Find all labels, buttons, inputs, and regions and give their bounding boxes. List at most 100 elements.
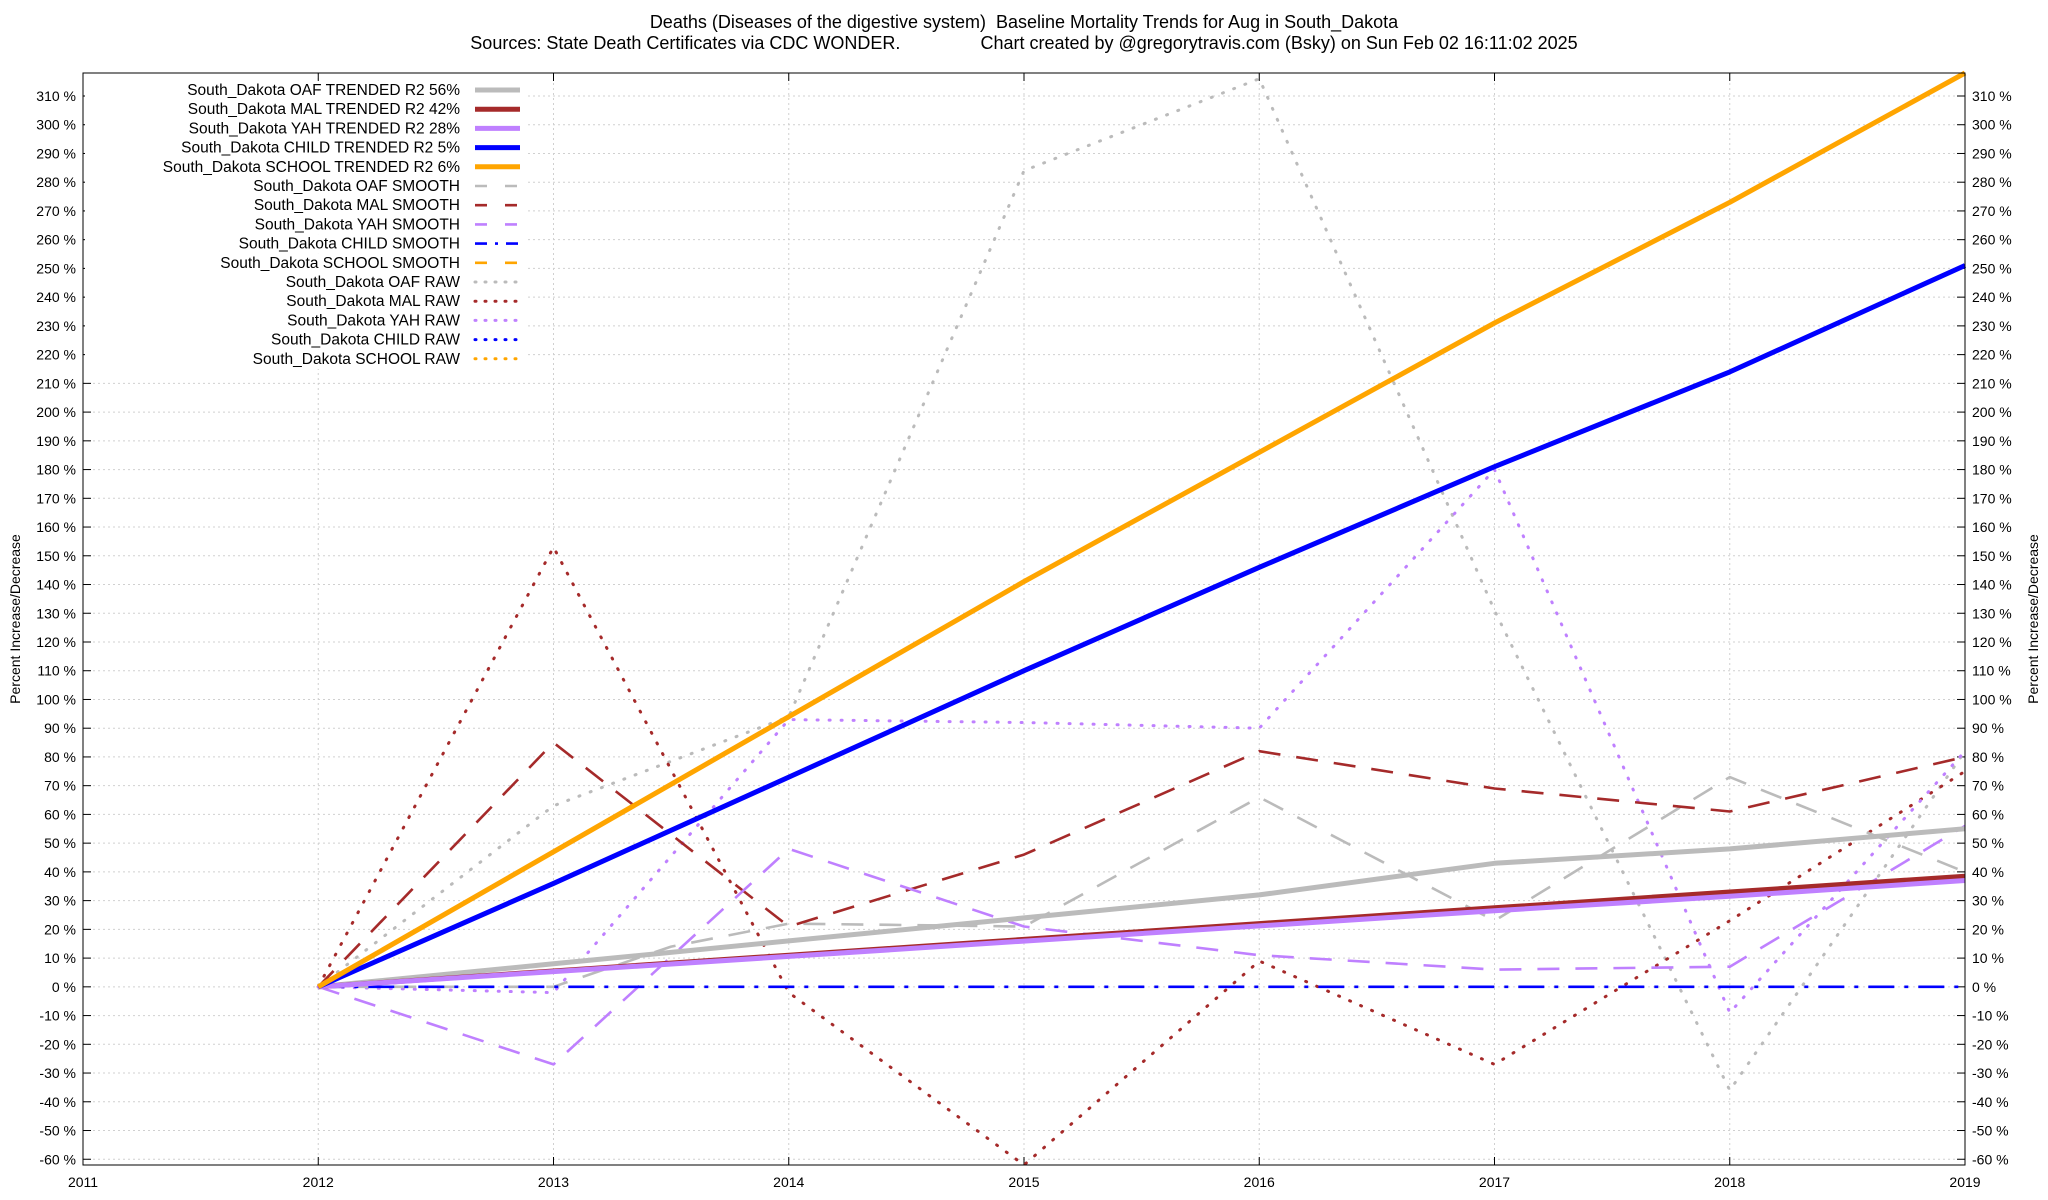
legend-label: South_Dakota OAF TRENDED R2 56% [187,82,460,99]
y2-tick-label: -40 % [1972,1094,2009,1110]
legend-label: South_Dakota SCHOOL RAW [253,351,461,368]
y-tick-label: 170 % [36,490,76,506]
legend-background [85,253,525,273]
x-tick-label: 2013 [538,1174,569,1190]
legend-background [85,330,525,350]
x-tick-label: 2019 [1949,1174,1980,1190]
legend-background [85,81,525,101]
y2-tick-label: 300 % [1972,117,2012,133]
y-tick-label: -40 % [39,1094,76,1110]
legend-label: South_Dakota YAH TRENDED R2 28% [189,120,461,137]
x-tick-label: 2018 [1714,1174,1745,1190]
legend-label: South_Dakota YAH SMOOTH [255,216,460,233]
legend-background [85,215,525,235]
legend-background [85,177,525,197]
legend-label: South_Dakota OAF RAW [286,274,461,291]
y2-tick-label: 80 % [1972,749,2004,765]
y2-tick-label: 270 % [1972,203,2012,219]
legend-label: South_Dakota OAF SMOOTH [253,178,460,195]
y-tick-label: 40 % [44,864,76,880]
y2-tick-label: -30 % [1972,1065,2009,1081]
series-oaf-smooth-line [318,775,1966,989]
y-tick-label: -10 % [39,1008,76,1024]
y2-tick-label: -10 % [1972,1008,2009,1024]
y-tick-label: 150 % [36,548,76,564]
y2-axis-label: Percent Increase/Decrease [2025,534,2041,704]
y2-tick-label: 100 % [1972,691,2012,707]
y2-tick-label: 210 % [1972,375,2012,391]
legend-background [85,349,525,369]
y2-tick-label: 0 % [1972,979,1996,995]
y2-tick-label: 50 % [1972,835,2004,851]
y2-tick-label: 140 % [1972,577,2012,593]
legend-background [85,119,525,139]
legend-label: South_Dakota SCHOOL SMOOTH [220,255,460,272]
y-tick-label: 180 % [36,462,76,478]
x-tick-label: 2012 [303,1174,334,1190]
y-tick-label: 260 % [36,232,76,248]
y-tick-label: 240 % [36,289,76,305]
y2-tick-label: 120 % [1972,634,2012,650]
y-tick-label: 230 % [36,318,76,334]
y2-tick-label: 10 % [1972,950,2004,966]
y-tick-label: 120 % [36,634,76,650]
y2-tick-label: 190 % [1972,433,2012,449]
y-tick-label: 270 % [36,203,76,219]
y-tick-label: 100 % [36,691,76,707]
y-tick-label: -20 % [39,1036,76,1052]
legend-label: South_Dakota CHILD TRENDED R2 5% [181,140,460,157]
legend-label: South_Dakota CHILD SMOOTH [239,236,460,253]
y-tick-label: 60 % [44,806,76,822]
y2-tick-label: 230 % [1972,318,2012,334]
legend-background [85,234,525,254]
legend-label: South_Dakota CHILD RAW [271,332,460,349]
y-tick-label: 30 % [44,893,76,909]
y-tick-label: 200 % [36,404,76,420]
legend-label: South_Dakota MAL RAW [286,293,460,310]
series-mal-raw-line [316,545,1967,1167]
y2-tick-label: 170 % [1972,490,2012,506]
legend-background [85,100,525,120]
y-tick-label: 310 % [36,88,76,104]
y-tick-label: 80 % [44,749,76,765]
legend-label: South_Dakota SCHOOL TRENDED R2 6% [163,159,460,176]
legend-label: South_Dakota YAH RAW [287,312,460,329]
y2-tick-label: 150 % [1972,548,2012,564]
y2-tick-label: 280 % [1972,174,2012,190]
legend-label: South_Dakota MAL TRENDED R2 42% [188,101,460,118]
y2-tick-label: 30 % [1972,893,2004,909]
y-tick-label: 300 % [36,117,76,133]
series-school-trended-line [317,70,1967,989]
legend-background [85,138,525,158]
y-tick-label: 90 % [44,720,76,736]
y-tick-label: 220 % [36,347,76,363]
y-axis-label: Percent Increase/Decrease [7,534,23,704]
y-tick-label: -30 % [39,1065,76,1081]
y2-tick-label: 220 % [1972,347,2012,363]
y2-tick-label: 60 % [1972,806,2004,822]
series-yah-raw-line [316,468,1967,1015]
y-tick-label: 210 % [36,375,76,391]
y2-tick-label: -60 % [1972,1151,2009,1167]
y-tick-label: 290 % [36,145,76,161]
y-tick-label: 160 % [36,519,76,535]
y2-tick-label: 160 % [1972,519,2012,535]
x-axis-label: Year [1009,1197,1039,1200]
y2-tick-label: 20 % [1972,921,2004,937]
y2-tick-label: 40 % [1972,864,2004,880]
y-tick-label: -60 % [39,1151,76,1167]
series-oaf-raw-line [316,77,1967,1092]
plot-frame [82,72,1966,1166]
x-tick-label: 2016 [1244,1174,1275,1190]
y-tick-label: 10 % [44,950,76,966]
x-tick-label: 2011 [68,1174,98,1190]
legend-background [85,311,525,331]
y-tick-label: 20 % [44,921,76,937]
legend-background [85,196,525,216]
y-tick-label: 0 % [52,979,76,995]
y2-tick-label: 110 % [1972,663,2011,679]
y2-tick-label: 240 % [1972,289,2012,305]
y2-tick-label: 130 % [1972,605,2012,621]
